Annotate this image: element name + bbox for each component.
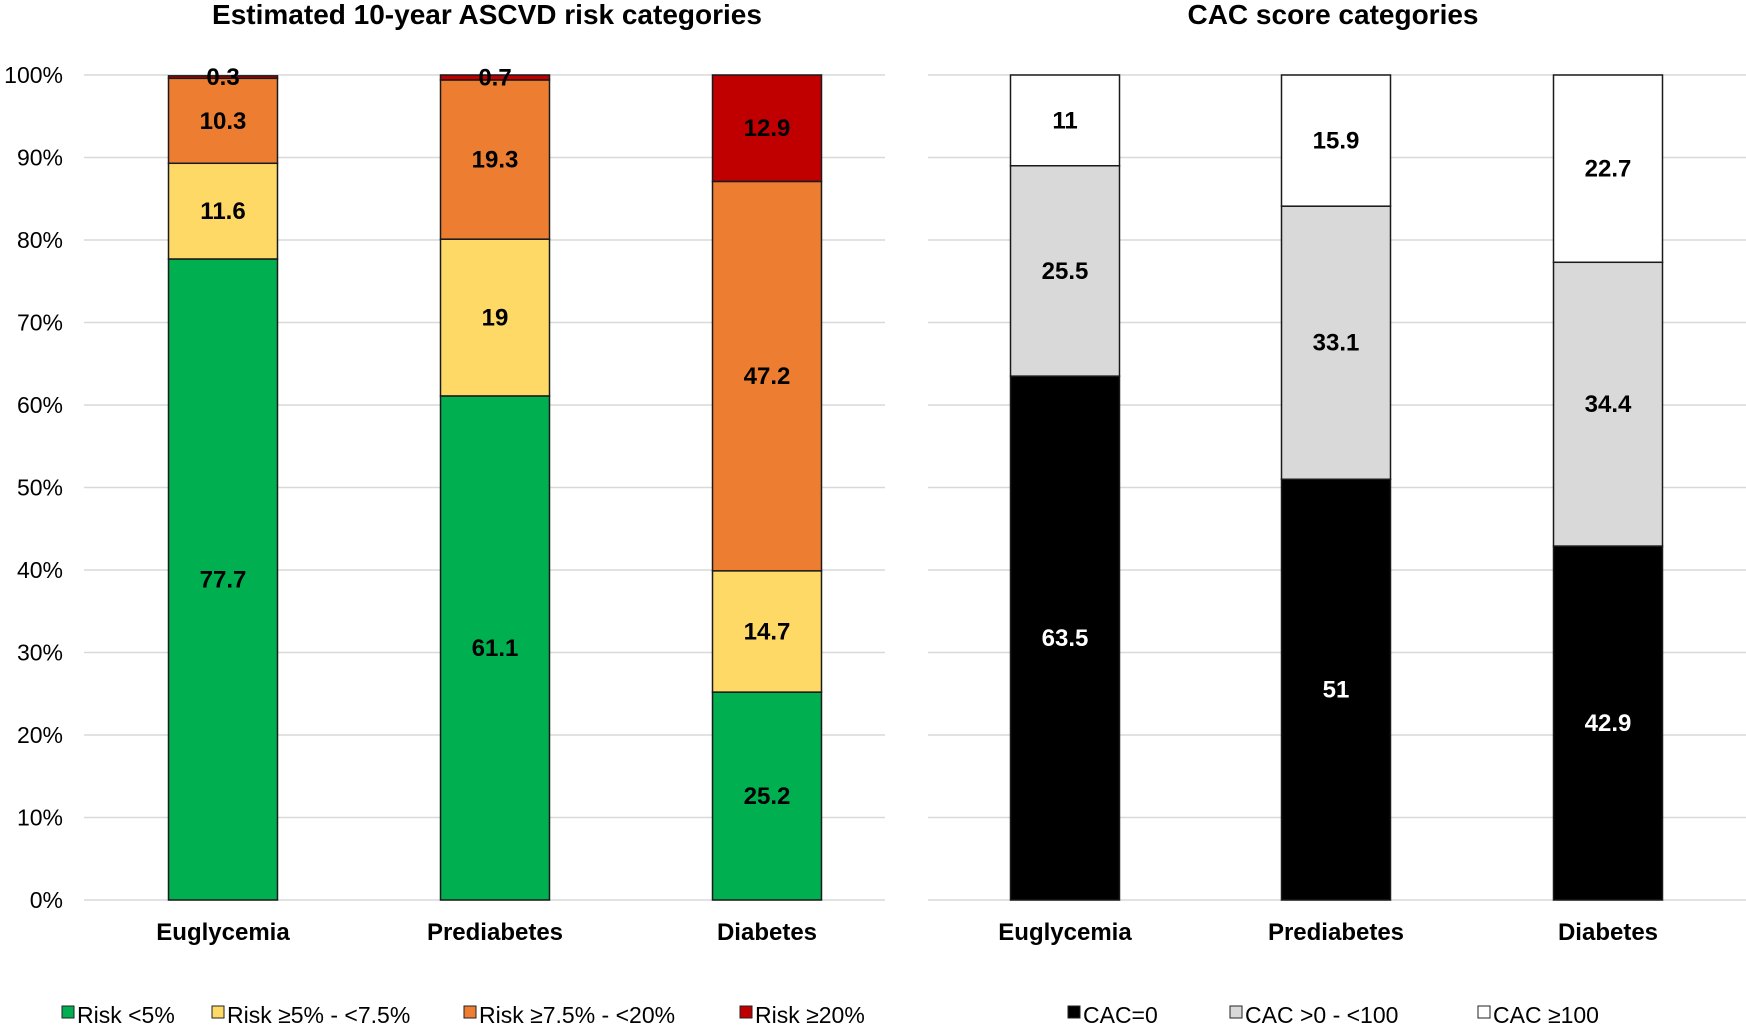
y-tick-label: 10% — [17, 805, 63, 831]
legend-swatch — [463, 1005, 477, 1019]
legend-label: Risk <5% — [77, 1002, 175, 1028]
x-category-label: Prediabetes — [1268, 919, 1404, 946]
bar-segment — [167, 258, 279, 901]
y-tick-label: 30% — [17, 640, 63, 666]
data-label: 33.1 — [1313, 330, 1360, 357]
x-category-label: Prediabetes — [427, 919, 563, 946]
bar-segment — [711, 570, 823, 693]
bar-segment — [1280, 74, 1392, 207]
y-tick-label: 60% — [17, 392, 63, 418]
bar-segment — [167, 75, 279, 80]
y-tick-label: 70% — [17, 310, 63, 336]
bar-segment — [1552, 74, 1664, 264]
bar-segment — [1009, 375, 1121, 901]
data-label: 12.9 — [744, 115, 791, 142]
data-label: 25.5 — [1042, 258, 1089, 285]
legend-swatch — [1067, 1005, 1081, 1019]
bar-segment — [439, 395, 551, 901]
data-label: 34.4 — [1585, 391, 1632, 418]
bar-segment — [167, 162, 279, 260]
legend-label: CAC >0 - <100 — [1245, 1002, 1398, 1028]
data-label: 0.7 — [478, 64, 511, 91]
data-label: 42.9 — [1585, 710, 1632, 737]
x-category-label: Euglycemia — [998, 919, 1132, 946]
y-tick-label: 0% — [30, 887, 63, 913]
bar-segment — [439, 79, 551, 240]
bar-segment — [1552, 545, 1664, 901]
data-label: 47.2 — [744, 363, 791, 390]
data-label: 19.3 — [472, 147, 519, 174]
legend-swatch — [61, 1005, 75, 1019]
legend-label: CAC=0 — [1083, 1002, 1158, 1028]
bar-segment — [711, 180, 823, 572]
bar-segment — [711, 74, 823, 183]
data-label: 14.7 — [744, 618, 791, 645]
legend-swatch — [739, 1005, 753, 1019]
data-label: 22.7 — [1585, 156, 1632, 183]
x-category-label: Diabetes — [717, 919, 817, 946]
bar-segment — [1280, 478, 1392, 901]
y-tick-label: 40% — [17, 557, 63, 583]
legend-label: Risk ≥7.5% - <20% — [479, 1002, 675, 1028]
y-tick-label: 50% — [17, 475, 63, 501]
y-tick-label: 90% — [17, 145, 63, 171]
bar-segment — [167, 77, 279, 165]
legend-label: CAC ≥100 — [1493, 1002, 1599, 1028]
bar-segment — [1009, 74, 1121, 167]
data-label: 77.7 — [200, 566, 247, 593]
legend-swatch — [1477, 1005, 1491, 1019]
data-label: 63.5 — [1042, 625, 1089, 652]
data-label: 61.1 — [472, 635, 519, 662]
legend-label: Risk ≥5% - <7.5% — [227, 1002, 410, 1028]
chart-title: CAC score categories — [1187, 0, 1478, 30]
data-label: 19 — [482, 305, 509, 332]
y-tick-label: 20% — [17, 722, 63, 748]
x-category-label: Euglycemia — [156, 919, 290, 946]
bar-segment — [1280, 205, 1392, 481]
legend-label: Risk ≥20% — [755, 1002, 865, 1028]
x-category-label: Diabetes — [1558, 919, 1658, 946]
data-label: 11 — [1052, 107, 1077, 134]
data-label: 15.9 — [1313, 128, 1360, 155]
legend-swatch — [211, 1005, 225, 1019]
y-tick-label: 100% — [4, 62, 63, 88]
data-label: 11.6 — [200, 198, 245, 225]
bar-segment — [439, 74, 551, 81]
data-label: 0.3 — [206, 64, 239, 91]
legend-swatch — [1229, 1005, 1243, 1019]
data-label: 10.3 — [200, 108, 247, 135]
chart-title: Estimated 10-year ASCVD risk categories — [212, 0, 762, 30]
bar-segment — [1552, 261, 1664, 547]
bar-segment — [439, 238, 551, 397]
y-tick-label: 80% — [17, 227, 63, 253]
data-label: 25.2 — [744, 783, 791, 810]
bar-segment — [711, 691, 823, 901]
data-label: 51 — [1323, 677, 1350, 704]
